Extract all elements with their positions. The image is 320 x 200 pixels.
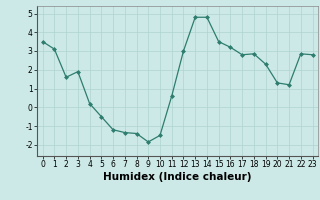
- X-axis label: Humidex (Indice chaleur): Humidex (Indice chaleur): [103, 172, 252, 182]
